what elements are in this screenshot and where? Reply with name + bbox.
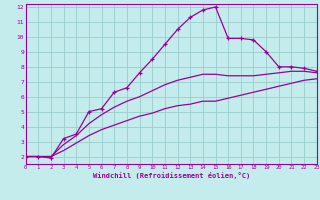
X-axis label: Windchill (Refroidissement éolien,°C): Windchill (Refroidissement éolien,°C) xyxy=(92,172,250,179)
